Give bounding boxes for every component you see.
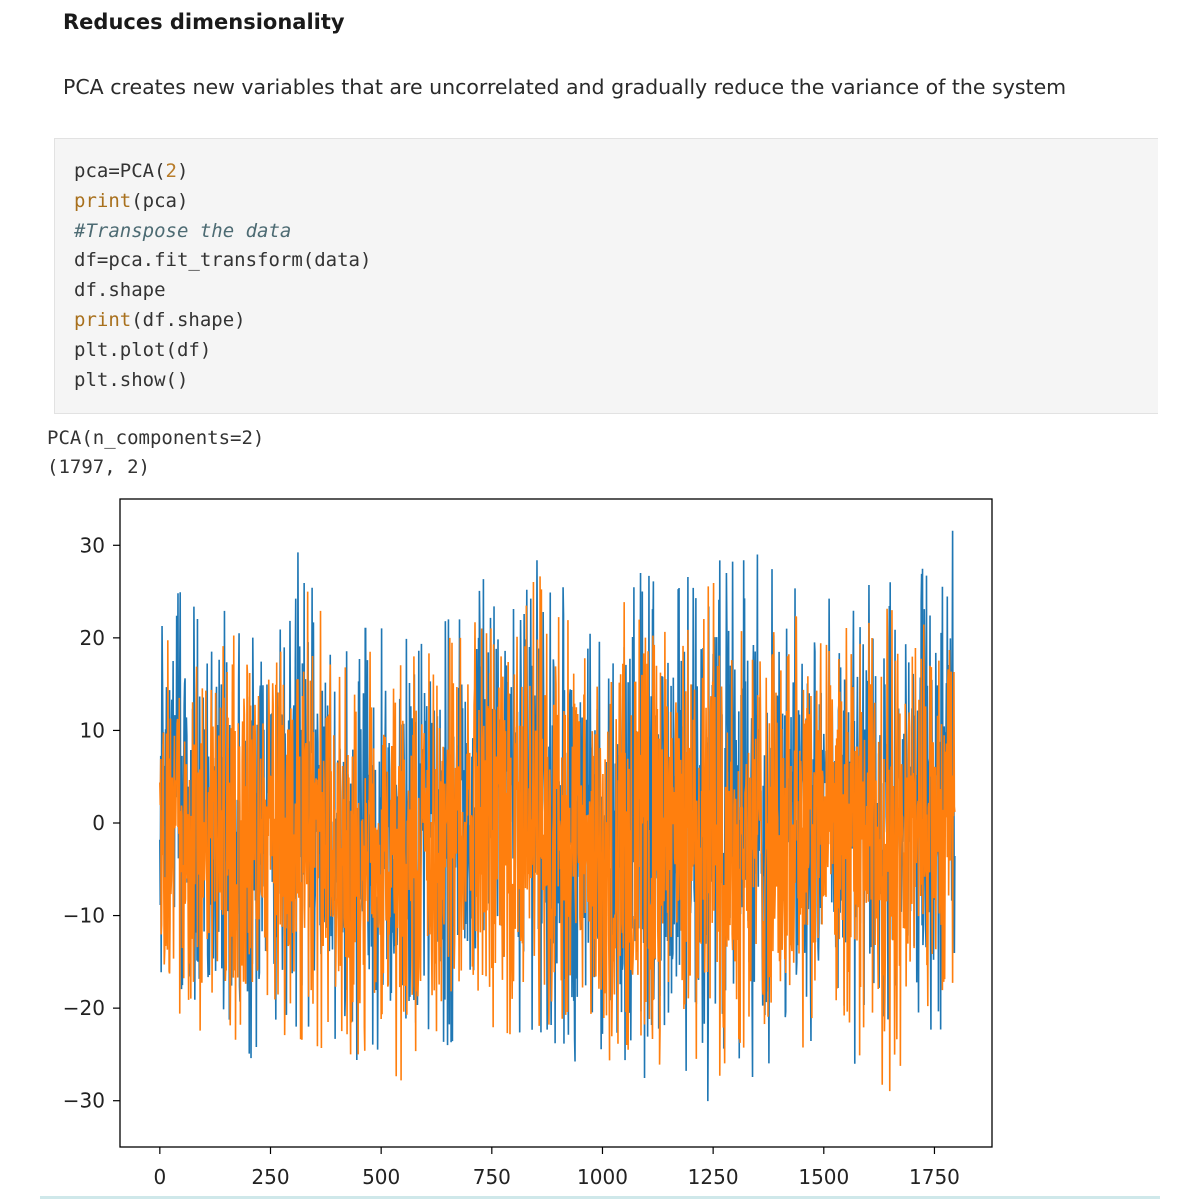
y-tick-label: 30 [80, 533, 105, 557]
section-description: PCA creates new variables that are uncor… [63, 75, 1067, 99]
cell-divider [40, 1196, 1160, 1199]
code-line: plt.show() [74, 366, 371, 396]
code-line: #Transpose the data [74, 217, 371, 247]
code-token-comment: #Transpose the data [74, 219, 292, 242]
code-token-num: 2 [165, 160, 177, 182]
x-tick-label: 1250 [688, 1165, 739, 1189]
code-line: print(pca) [74, 187, 371, 217]
code-line: plt.plot(df) [74, 336, 371, 366]
x-tick-label: 1750 [909, 1165, 960, 1189]
y-tick-label: −30 [63, 1089, 105, 1113]
y-tick-label: 10 [80, 718, 105, 742]
code-token: (df.shape) [131, 308, 246, 331]
code-token-builtin: print [74, 189, 132, 212]
code-line: df.shape [74, 276, 371, 306]
code-token: pca=PCA( [74, 160, 166, 182]
y-tick-label: −10 [63, 904, 105, 928]
code-token: ) [176, 160, 189, 182]
x-tick-label: 500 [362, 1165, 400, 1189]
x-tick-label: 0 [153, 1165, 166, 1189]
cell-output: PCA(n_components=2) (1797, 2) [47, 424, 264, 482]
code-token-builtin: print [74, 308, 132, 331]
code-token: (pca) [131, 189, 189, 212]
output-line: (1797, 2) [47, 456, 150, 478]
pca-line-plot: 30 20 10 0 −10 −20 −30 0 250 500 750 1000 1250 1500 17… [63, 498, 993, 1189]
series-group [159, 530, 956, 1102]
code-cell[interactable] [54, 138, 1158, 414]
x-tick-label: 750 [473, 1165, 511, 1189]
code-token: plt.plot(df) [74, 338, 212, 361]
x-tick-label: 250 [251, 1165, 289, 1189]
section-heading: Reduces dimensionality [63, 10, 345, 34]
y-tick-label: −20 [63, 996, 105, 1020]
output-line: PCA(n_components=2) [47, 427, 265, 449]
code-line: pca=PCA(2) [74, 157, 371, 187]
code-editor[interactable]: pca=PCA(2) print(pca) #Transpose the data d… [74, 157, 371, 395]
code-token: df.shape [74, 279, 166, 302]
x-tick-label: 1000 [577, 1165, 628, 1189]
x-tick-label: 1500 [798, 1165, 849, 1189]
code-token: df=pca.fit_transform(data) [74, 249, 372, 272]
code-line: df=pca.fit_transform(data) [74, 246, 371, 276]
code-line: print(df.shape) [74, 306, 371, 336]
y-tick-label: 0 [92, 811, 105, 835]
series-line-2 [159, 576, 956, 1092]
y-tick-label: 20 [80, 626, 105, 650]
code-token: plt.show() [74, 368, 189, 391]
